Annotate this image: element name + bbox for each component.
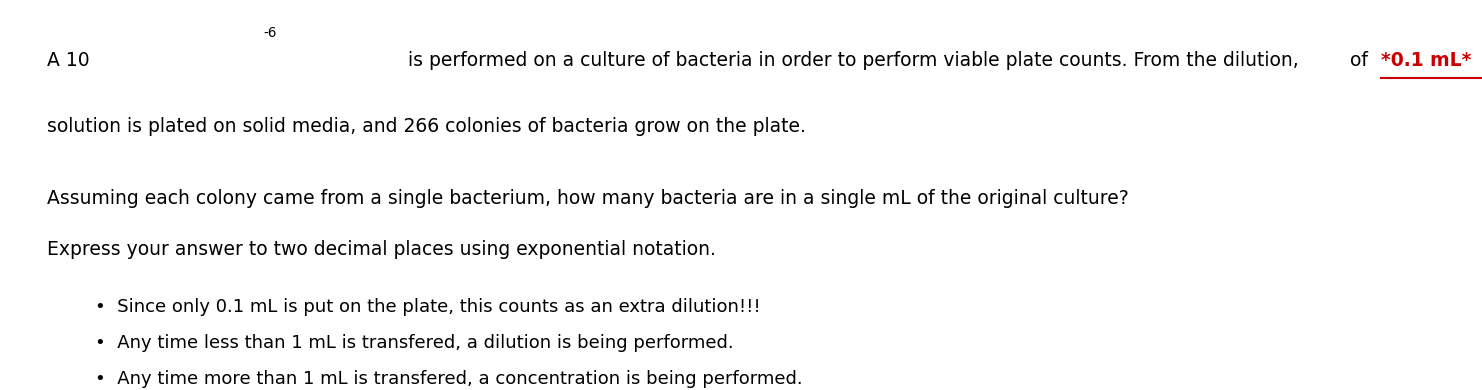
Text: •  Any time less than 1 mL is transfered, a dilution is being performed.: • Any time less than 1 mL is transfered,… [95, 334, 734, 352]
Text: -6: -6 [262, 26, 276, 40]
Text: •  Since only 0.1 mL is put on the plate, this counts as an extra dilution!!!: • Since only 0.1 mL is put on the plate,… [95, 298, 760, 316]
Text: Assuming each colony came from a single bacterium, how many bacteria are in a si: Assuming each colony came from a single … [47, 189, 1128, 208]
Text: solution is plated on solid media, and 266 colonies of bacteria grow on the plat: solution is plated on solid media, and 2… [47, 117, 806, 136]
Text: •  Any time more than 1 mL is transfered, a concentration is being performed.: • Any time more than 1 mL is transfered,… [95, 370, 802, 388]
Text: Express your answer to two decimal places using exponential notation.: Express your answer to two decimal place… [47, 240, 716, 259]
Text: A 10: A 10 [47, 51, 89, 70]
Text: *0.1 mL*: *0.1 mL* [1381, 51, 1472, 70]
Text: of: of [1344, 51, 1368, 70]
Text: is performed on a culture of bacteria in order to perform viable plate counts. F: is performed on a culture of bacteria in… [402, 51, 1304, 70]
